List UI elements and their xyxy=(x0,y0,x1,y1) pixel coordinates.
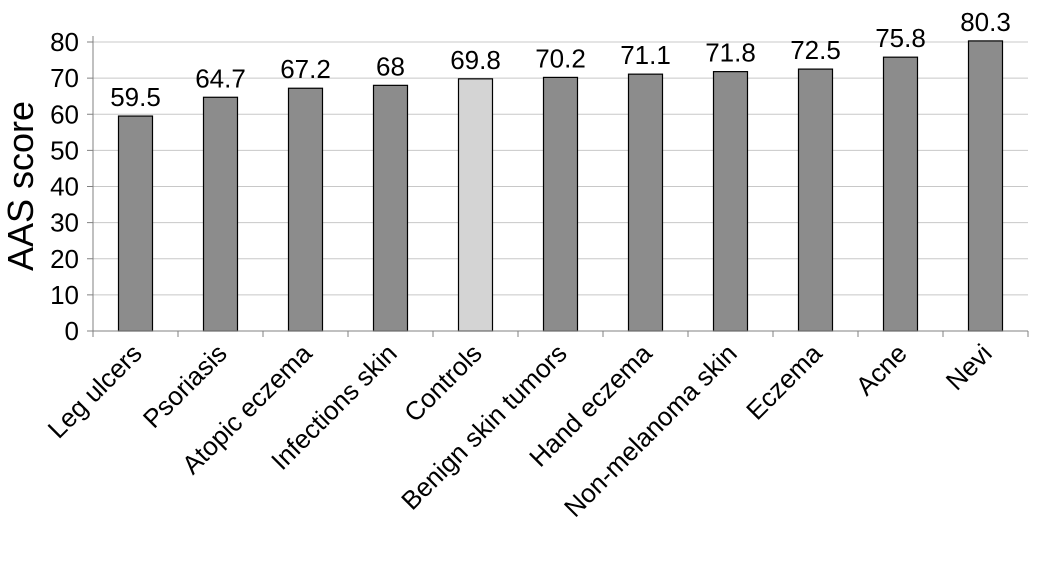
y-tick-label: 0 xyxy=(65,316,79,346)
y-tick-label: 10 xyxy=(50,280,79,310)
x-category-label: Benign skin tumors xyxy=(395,338,573,516)
bar xyxy=(457,78,494,332)
bar xyxy=(542,76,579,332)
bar xyxy=(627,73,664,332)
y-tick-label: 50 xyxy=(50,135,79,165)
y-tick-label: 60 xyxy=(50,99,79,129)
y-tick-label: 20 xyxy=(50,244,79,274)
data-label: 70.2 xyxy=(535,43,586,73)
bar xyxy=(117,115,154,332)
data-labels: 59.5 64.7 67.2 68 69.8 70.2 71.1 71.8 72.5 75.8 80… xyxy=(110,7,1011,112)
y-tick-label: 30 xyxy=(50,208,79,238)
data-label: 71.1 xyxy=(620,40,671,70)
bars xyxy=(117,40,1004,332)
y-tick-label: 40 xyxy=(50,172,79,202)
data-label: 68 xyxy=(376,51,405,81)
data-label: 72.5 xyxy=(790,35,841,65)
x-category-label: Leg ulcers xyxy=(42,338,148,444)
data-label: 59.5 xyxy=(110,82,161,112)
x-category-label: Acne xyxy=(850,338,913,401)
bar xyxy=(712,71,749,332)
bar xyxy=(372,84,409,332)
y-axis-title: AAS score xyxy=(0,101,41,271)
bar xyxy=(202,96,239,332)
bar xyxy=(287,87,324,332)
x-category-label: Nevi xyxy=(940,338,998,396)
y-tick-labels: 0 10 20 30 40 50 60 70 80 xyxy=(50,27,79,346)
y-tick-label: 70 xyxy=(50,63,79,93)
data-label: 80.3 xyxy=(960,7,1011,37)
data-label: 67.2 xyxy=(280,54,331,84)
x-category-label: Eczema xyxy=(740,338,828,426)
bar xyxy=(882,56,919,332)
data-label: 75.8 xyxy=(875,23,926,53)
y-tick-label: 80 xyxy=(50,27,79,57)
data-label: 71.8 xyxy=(705,38,756,68)
bar xyxy=(797,68,834,332)
bar xyxy=(967,40,1004,332)
axes xyxy=(87,36,1029,337)
data-label: 69.8 xyxy=(450,45,501,75)
data-label: 64.7 xyxy=(195,63,246,93)
